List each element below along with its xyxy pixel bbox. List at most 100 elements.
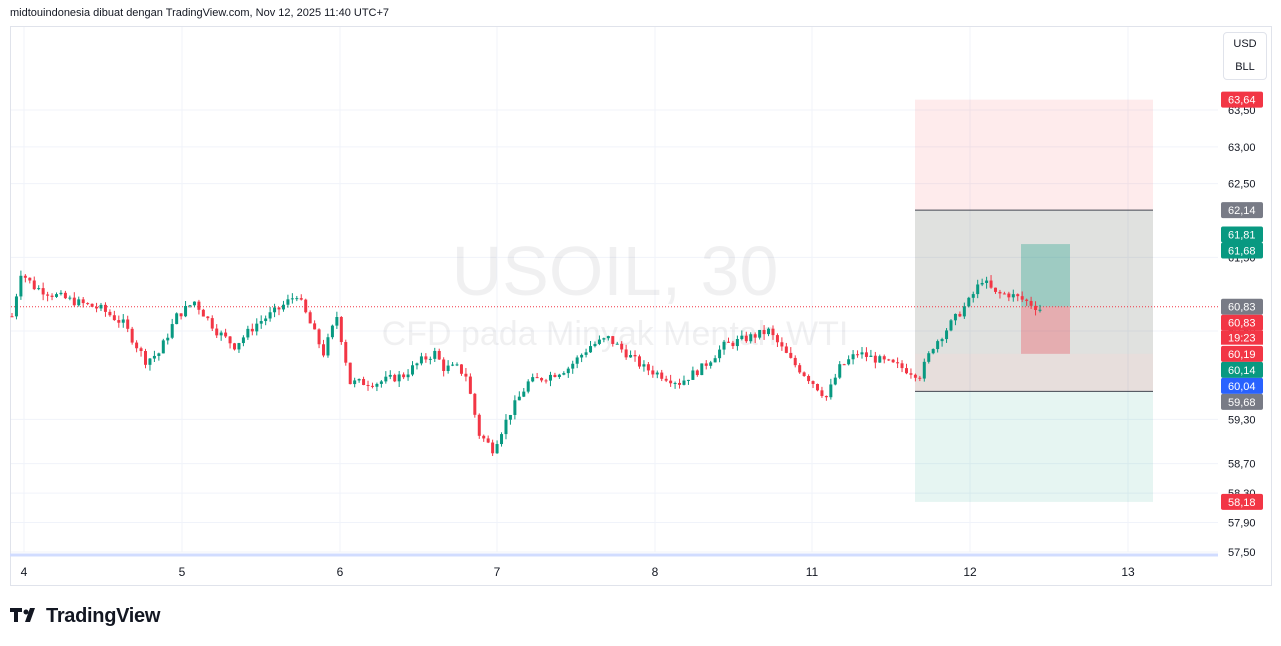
candle bbox=[713, 355, 717, 363]
candle bbox=[780, 337, 784, 351]
currency-unit[interactable]: BLL bbox=[1235, 61, 1255, 73]
svg-text:60,83: 60,83 bbox=[1228, 318, 1256, 330]
candle bbox=[424, 353, 428, 363]
candle bbox=[945, 328, 949, 343]
candle bbox=[695, 369, 699, 377]
y-tick-label: 63,50 bbox=[1228, 105, 1256, 117]
svg-text:61,81: 61,81 bbox=[1228, 229, 1256, 241]
candle bbox=[767, 327, 771, 337]
candle bbox=[949, 319, 953, 332]
candle bbox=[170, 318, 174, 340]
candle bbox=[393, 373, 397, 383]
candle bbox=[993, 287, 997, 294]
svg-text:61,68: 61,68 bbox=[1228, 245, 1256, 257]
candle bbox=[1020, 291, 1024, 303]
candle bbox=[201, 308, 205, 317]
candle bbox=[32, 276, 36, 291]
candle bbox=[566, 366, 570, 378]
candle bbox=[281, 300, 285, 312]
candle bbox=[95, 302, 99, 313]
candle bbox=[860, 347, 864, 359]
candle bbox=[709, 360, 713, 369]
x-tick-label: 13 bbox=[1121, 565, 1135, 579]
candle bbox=[108, 309, 112, 317]
price-tag: 61,68 bbox=[1221, 242, 1263, 259]
y-tick-label: 62,50 bbox=[1228, 179, 1256, 191]
candle bbox=[135, 340, 139, 353]
candle bbox=[971, 291, 975, 303]
candle bbox=[517, 391, 521, 401]
candle bbox=[388, 370, 392, 380]
candle bbox=[50, 293, 54, 301]
candle bbox=[669, 374, 673, 387]
symbol-watermark: USOIL, 30 CFD pada Minyak Mentah WTI bbox=[382, 232, 849, 353]
candle bbox=[575, 355, 579, 369]
candle bbox=[749, 332, 753, 344]
candle bbox=[473, 392, 477, 418]
candle bbox=[379, 380, 383, 388]
candle bbox=[28, 277, 32, 284]
candle bbox=[192, 301, 196, 308]
long-target-zone bbox=[915, 210, 1153, 354]
svg-text:62,14: 62,14 bbox=[1228, 205, 1256, 217]
candle bbox=[55, 292, 59, 298]
candle bbox=[798, 363, 802, 374]
candle bbox=[584, 348, 588, 358]
candle bbox=[1016, 293, 1020, 302]
candle bbox=[437, 348, 441, 361]
tradingview-logo[interactable]: TradingView bbox=[10, 603, 160, 629]
candle bbox=[68, 295, 72, 301]
candle bbox=[704, 360, 708, 370]
candle bbox=[348, 362, 352, 385]
candle bbox=[731, 340, 735, 350]
y-tick-label: 59,30 bbox=[1228, 414, 1256, 426]
candle bbox=[744, 331, 748, 343]
currency-selector[interactable]: USD BLL bbox=[1223, 32, 1267, 80]
candle bbox=[597, 335, 601, 346]
candle bbox=[402, 372, 406, 380]
candle bbox=[811, 380, 815, 389]
candle bbox=[442, 357, 446, 377]
candle bbox=[820, 386, 824, 398]
candle bbox=[927, 351, 931, 364]
candle bbox=[224, 328, 228, 339]
candle bbox=[535, 372, 539, 379]
candle bbox=[246, 325, 250, 340]
candle bbox=[241, 335, 245, 347]
candle bbox=[1002, 291, 1006, 295]
candle bbox=[14, 293, 18, 320]
candle bbox=[433, 347, 437, 362]
candle bbox=[540, 377, 544, 383]
price-tags: 63,64 62,14 61,81 61,68 60,83 60,83 60,19 60,14… bbox=[1221, 91, 1263, 510]
candle bbox=[210, 315, 214, 332]
candle bbox=[562, 371, 566, 376]
candle bbox=[593, 341, 597, 348]
candle bbox=[23, 274, 27, 283]
candle bbox=[290, 293, 294, 304]
candle bbox=[824, 395, 828, 401]
candle bbox=[81, 296, 85, 308]
currency-usd[interactable]: USD bbox=[1233, 38, 1257, 50]
candle bbox=[161, 338, 165, 354]
candle bbox=[953, 313, 957, 326]
svg-text:59,68: 59,68 bbox=[1228, 397, 1256, 409]
candle bbox=[59, 290, 63, 296]
candle bbox=[375, 382, 379, 392]
price-tag: 58,18 bbox=[1221, 493, 1263, 510]
short-stop-zone bbox=[915, 99, 1153, 354]
candle bbox=[419, 352, 423, 366]
long-stop-zone bbox=[915, 353, 1153, 392]
trade-stop-box bbox=[1021, 306, 1070, 354]
candle bbox=[188, 304, 192, 308]
candle bbox=[633, 350, 637, 362]
candle bbox=[557, 373, 561, 379]
candle bbox=[233, 342, 237, 351]
candle bbox=[357, 378, 361, 383]
candle bbox=[295, 295, 299, 302]
candle bbox=[384, 371, 388, 384]
candle bbox=[873, 351, 877, 369]
y-tick-label: 57,90 bbox=[1228, 518, 1256, 530]
svg-text:63,64: 63,64 bbox=[1228, 95, 1256, 107]
candle bbox=[326, 333, 330, 358]
